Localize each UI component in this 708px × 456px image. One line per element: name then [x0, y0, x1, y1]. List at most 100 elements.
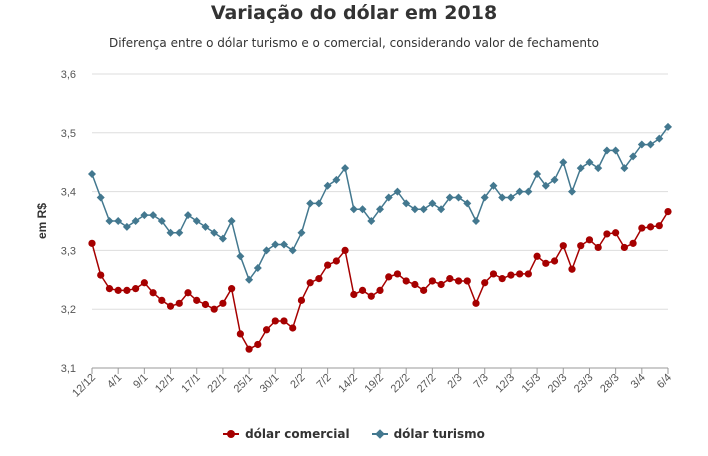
x-tick-label: 12/12	[70, 372, 98, 400]
data-point	[158, 296, 166, 304]
x-tick-label: 12/1	[153, 372, 177, 396]
data-point	[288, 246, 297, 255]
data-point	[568, 187, 576, 196]
data-point	[524, 270, 532, 278]
y-tick-label: 3,1	[61, 363, 76, 375]
data-point	[611, 146, 620, 155]
data-point	[585, 236, 594, 244]
data-point	[254, 340, 262, 349]
data-point	[541, 181, 550, 190]
data-point	[332, 257, 340, 265]
data-point	[140, 211, 149, 220]
data-point	[454, 193, 463, 202]
data-point	[271, 240, 280, 249]
data-point	[446, 275, 454, 283]
data-point	[201, 222, 210, 231]
data-point	[219, 299, 227, 307]
data-point	[533, 252, 541, 260]
data-point	[472, 217, 480, 225]
data-point	[620, 243, 628, 252]
x-tick-label: 3/4	[629, 372, 648, 391]
data-point	[384, 193, 393, 202]
x-tick-label: 27/2	[415, 372, 439, 396]
data-point	[646, 140, 655, 149]
data-point	[576, 164, 585, 173]
data-point	[297, 228, 306, 237]
data-point	[122, 222, 131, 231]
data-point	[664, 122, 672, 131]
data-point	[140, 279, 148, 287]
x-tick-label: 19/2	[362, 372, 386, 396]
data-point	[542, 259, 550, 267]
data-point	[602, 146, 611, 155]
x-tick-label: 12/3	[493, 372, 517, 396]
data-point	[349, 205, 358, 214]
data-point	[236, 252, 245, 261]
x-tick-label: 14/2	[336, 372, 360, 396]
data-point	[166, 302, 175, 310]
data-point	[577, 242, 585, 250]
legend: dólar comercial dólar turismo	[0, 427, 708, 441]
data-point	[411, 280, 419, 289]
data-point	[559, 158, 568, 167]
data-point	[480, 193, 489, 202]
x-tick-label: 25/1	[232, 372, 256, 396]
data-point	[289, 324, 297, 332]
data-point	[463, 199, 472, 208]
data-point	[533, 169, 542, 178]
data-point	[201, 300, 210, 309]
data-point	[245, 345, 253, 353]
data-point	[175, 228, 184, 237]
data-point	[550, 175, 559, 184]
data-point	[655, 222, 663, 230]
legend-item-comercial[interactable]: dólar comercial	[223, 427, 350, 441]
data-point	[402, 199, 411, 208]
series-line	[91, 126, 669, 282]
x-tick-label: 23/3	[572, 372, 596, 396]
data-point	[367, 217, 376, 225]
legend-item-turismo[interactable]: dólar turismo	[371, 427, 485, 441]
y-tick-label: 3,4	[61, 187, 76, 199]
data-point	[114, 217, 123, 225]
data-point	[306, 279, 314, 287]
data-point	[350, 290, 358, 299]
data-point	[245, 275, 254, 284]
data-point	[612, 229, 620, 237]
y-axis-label: em R$	[35, 203, 49, 239]
data-point	[105, 285, 114, 293]
data-point	[507, 271, 515, 279]
data-point	[184, 211, 192, 220]
data-point	[481, 279, 489, 287]
data-point	[620, 164, 629, 173]
data-point	[149, 211, 158, 220]
data-point	[568, 265, 576, 273]
data-point	[559, 242, 567, 250]
grid-lines	[92, 73, 668, 310]
data-point	[166, 228, 175, 237]
y-tick-label: 3,6	[61, 69, 76, 81]
y-tick-label: 3,5	[61, 128, 76, 140]
data-point	[218, 234, 227, 243]
data-point	[393, 270, 402, 278]
x-tick-label: 30/1	[258, 372, 282, 396]
x-tick-label: 22/2	[389, 372, 413, 396]
data-point	[498, 193, 507, 202]
data-point	[629, 239, 637, 247]
x-tick-label: 7/2	[314, 372, 333, 391]
data-point	[410, 205, 419, 214]
data-point	[227, 217, 236, 225]
data-point	[175, 299, 183, 307]
data-point	[236, 330, 244, 338]
data-point	[262, 246, 271, 255]
data-point	[637, 140, 646, 149]
data-point	[506, 193, 515, 202]
data-point	[516, 270, 524, 278]
data-point	[131, 217, 140, 225]
data-point	[489, 270, 498, 278]
data-point	[132, 285, 140, 293]
data-point	[97, 271, 105, 279]
data-point	[314, 199, 323, 208]
data-point	[157, 217, 166, 225]
data-point	[437, 205, 446, 214]
x-tick-label: 17/1	[179, 372, 203, 396]
